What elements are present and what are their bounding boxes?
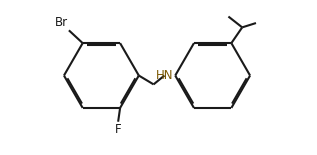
Text: HN: HN: [156, 69, 173, 82]
Text: F: F: [115, 123, 121, 136]
Text: Br: Br: [55, 16, 68, 29]
